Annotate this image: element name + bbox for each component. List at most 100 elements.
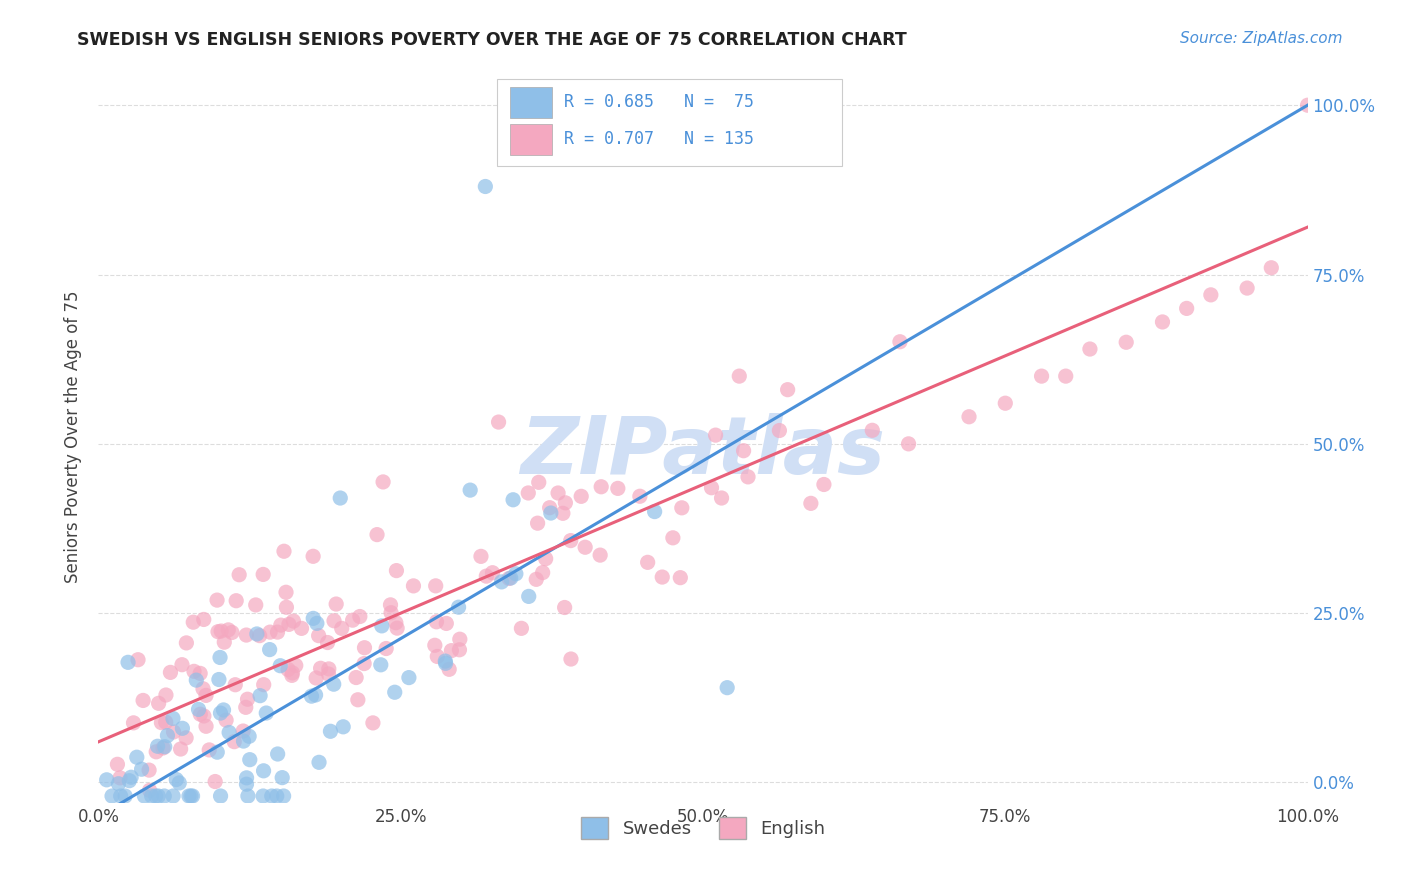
Point	[212, 703, 235, 717]
Y-axis label: Seniors Poverty Over the Age of 75: Seniors Poverty Over the Age of 75	[65, 291, 83, 583]
Point	[195, 719, 218, 733]
Point	[526, 516, 548, 531]
Point	[1175, 301, 1198, 316]
Point	[224, 734, 246, 748]
Point	[221, 625, 243, 640]
Point	[148, 789, 170, 803]
Point	[193, 709, 215, 723]
Point	[322, 677, 344, 691]
Point	[269, 658, 291, 673]
Point	[305, 671, 328, 685]
Point	[398, 671, 420, 685]
Point	[209, 624, 232, 638]
Point	[224, 678, 246, 692]
Point	[156, 729, 179, 743]
Point	[290, 621, 312, 635]
Point	[499, 571, 522, 585]
Point	[994, 396, 1017, 410]
Point	[172, 722, 194, 736]
Point	[110, 789, 132, 803]
Point	[193, 612, 215, 626]
Point	[125, 750, 148, 764]
Point	[1115, 335, 1137, 350]
Point	[145, 745, 167, 759]
Point	[101, 789, 124, 803]
Point	[108, 771, 131, 785]
Point	[301, 689, 323, 703]
Point	[1054, 369, 1077, 384]
Point	[134, 789, 156, 803]
Point	[776, 383, 799, 397]
Point	[380, 598, 402, 612]
Point	[225, 593, 247, 607]
Point	[183, 665, 205, 679]
Point	[162, 711, 184, 725]
Point	[651, 570, 673, 584]
Point	[332, 720, 354, 734]
Point	[127, 653, 149, 667]
Point	[207, 745, 229, 759]
Point	[440, 643, 463, 657]
Point	[155, 688, 177, 702]
Point	[591, 480, 613, 494]
Point	[371, 475, 394, 489]
Point	[159, 665, 181, 680]
Point	[246, 627, 269, 641]
Point	[232, 724, 254, 739]
Point	[266, 789, 288, 803]
Point	[252, 764, 274, 778]
Point	[236, 789, 259, 803]
Point	[274, 585, 297, 599]
Point	[253, 678, 276, 692]
Point	[131, 762, 153, 776]
Point	[96, 772, 118, 787]
Point	[700, 481, 723, 495]
Point	[606, 482, 628, 496]
Point	[498, 572, 520, 586]
Point	[1078, 342, 1101, 356]
Point	[302, 611, 325, 625]
Point	[245, 598, 267, 612]
Point	[118, 773, 141, 788]
Point	[249, 629, 271, 643]
Point	[138, 783, 160, 797]
Text: R = 0.685   N =  75: R = 0.685 N = 75	[564, 93, 754, 112]
Point	[547, 486, 569, 500]
Point	[214, 635, 236, 649]
Point	[517, 486, 540, 500]
Point	[153, 789, 176, 803]
Point	[475, 569, 498, 583]
Point	[273, 789, 295, 803]
FancyBboxPatch shape	[498, 78, 842, 167]
Point	[235, 771, 257, 785]
Point	[323, 614, 346, 628]
Point	[569, 489, 592, 503]
Point	[235, 628, 257, 642]
Point	[316, 635, 339, 649]
Point	[447, 600, 470, 615]
Point	[107, 777, 129, 791]
Point	[191, 681, 214, 696]
Point	[449, 642, 471, 657]
Point	[768, 424, 790, 438]
Point	[174, 731, 197, 745]
Point	[266, 747, 288, 761]
Point	[481, 566, 503, 580]
Point	[669, 571, 692, 585]
Point	[146, 739, 169, 754]
Point	[114, 789, 136, 803]
Point	[155, 715, 177, 730]
Point	[181, 615, 204, 630]
Point	[232, 734, 254, 748]
Point	[502, 492, 524, 507]
Point	[217, 623, 239, 637]
Point	[195, 689, 218, 703]
Point	[153, 739, 176, 754]
Point	[710, 491, 733, 505]
Point	[353, 640, 375, 655]
Point	[254, 706, 277, 720]
Point	[169, 776, 191, 790]
Point	[283, 614, 305, 628]
Point	[117, 656, 139, 670]
Point	[308, 629, 330, 643]
